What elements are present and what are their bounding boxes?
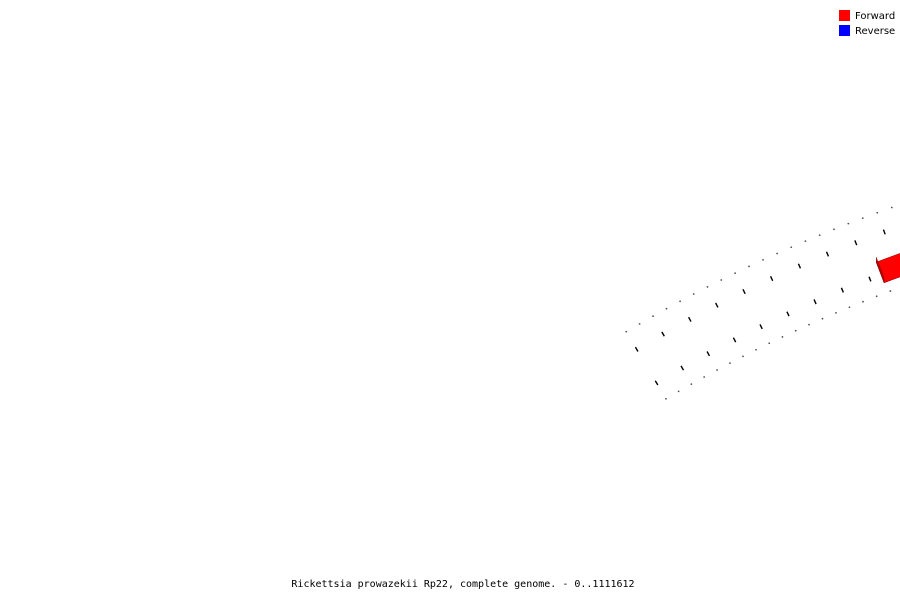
inner-dot: [835, 312, 837, 314]
outer-dot: [734, 272, 737, 275]
inner-tick: [840, 287, 844, 293]
legend-swatch-forward: [839, 10, 850, 21]
inner-dot: [690, 383, 693, 386]
inner-dot: [768, 342, 771, 345]
legend-label-forward: Forward: [855, 11, 895, 22]
inner-tick: [706, 351, 711, 357]
inner-tick: [680, 365, 685, 371]
outer-dot: [818, 234, 821, 237]
inner-dot: [848, 306, 851, 309]
outer-dot: [804, 240, 807, 243]
legend-label-reverse: Reverse: [855, 26, 895, 37]
outer-tick: [769, 275, 774, 282]
outer-dot: [847, 222, 850, 225]
outer-dot: [861, 217, 864, 220]
inner-dot: [716, 369, 718, 371]
inner-dot: [781, 336, 784, 338]
outer-dot: [748, 265, 750, 268]
outer-dot: [638, 322, 641, 325]
outer-dot: [679, 300, 681, 303]
outer-dot: [692, 293, 695, 295]
inner-tick: [759, 324, 763, 330]
outer-tick: [825, 251, 830, 257]
gene-block-front: [875, 253, 900, 284]
outer-dot: [720, 279, 723, 281]
inner-tick: [813, 299, 817, 305]
outer-dot: [652, 315, 654, 318]
map-caption: Rickettsia prowazekii Rp22, complete gen…: [291, 579, 634, 590]
inner-dot: [794, 329, 797, 332]
outer-tick: [854, 240, 858, 246]
outer-dot: [762, 259, 764, 261]
outer-dot: [790, 246, 793, 249]
outer-tick: [715, 302, 719, 308]
outer-tick: [882, 229, 886, 235]
outer-dot: [665, 307, 668, 310]
inner-dot: [862, 300, 864, 303]
inner-dot: [742, 355, 744, 358]
outer-dot: [890, 206, 893, 209]
outer-dot: [876, 211, 879, 214]
inner-tick: [786, 311, 790, 317]
gene-block-cap: [876, 257, 885, 283]
inner-dot: [875, 295, 878, 298]
outer-dot: [706, 286, 709, 288]
outer-tick: [661, 331, 665, 337]
outer-dot: [776, 252, 778, 255]
legend-swatch-reverse: [839, 25, 850, 36]
inner-dot: [755, 348, 757, 351]
inner-dot: [703, 376, 706, 378]
inner-dot: [665, 397, 667, 400]
inner-dot: [889, 290, 892, 292]
outer-tick: [797, 263, 802, 269]
inner-tick: [654, 380, 659, 386]
inner-dot: [808, 323, 810, 326]
map-layer: 440 kbp442 kbp444 kbp446 kbp448 kbp450 k…: [625, 206, 900, 400]
inner-dot: [729, 362, 731, 365]
outer-tick: [742, 289, 746, 295]
outer-dot: [833, 228, 835, 231]
inner-dot: [821, 317, 824, 320]
outer-tick: [687, 316, 692, 322]
outer-dot: [625, 330, 628, 333]
outer-tick: [634, 346, 639, 352]
gene-rpr22_CDS372[interactable]: rpr22_CDS372: [875, 249, 900, 327]
legend: Forward Reverse: [839, 10, 895, 37]
inner-dot: [677, 390, 680, 393]
inner-tick: [868, 276, 872, 282]
inner-tick: [732, 337, 737, 343]
